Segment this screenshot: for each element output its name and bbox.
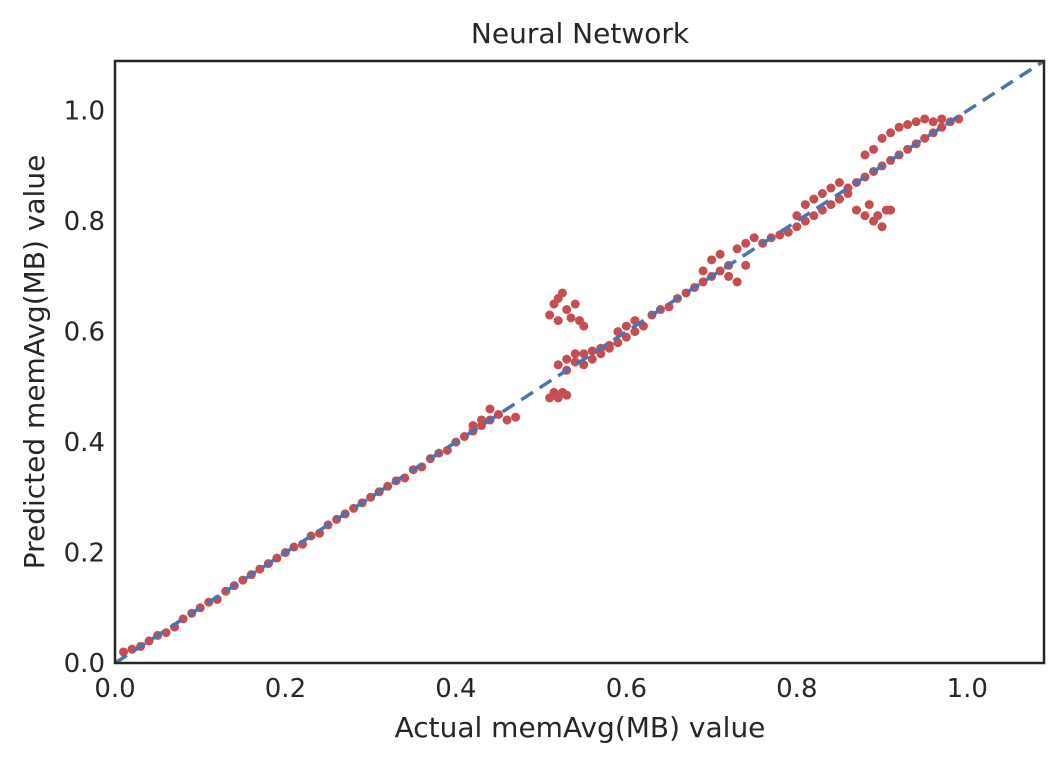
data-point <box>873 211 883 221</box>
data-point <box>834 178 844 188</box>
x-tick-label: 1.0 <box>947 674 988 704</box>
data-point <box>502 415 512 425</box>
data-point <box>485 404 495 414</box>
data-point <box>749 233 759 243</box>
x-tick-label: 0.6 <box>606 674 647 704</box>
y-tick-label: 0.0 <box>64 649 105 679</box>
data-point <box>809 194 819 204</box>
y-axis-label: Predicted memAvg(MB) value <box>18 155 51 570</box>
data-point <box>864 200 874 210</box>
data-point <box>144 636 154 646</box>
data-point <box>587 354 597 364</box>
y-axis-ticks: 0.0 0.2 0.4 0.6 0.8 1.0 <box>64 97 105 679</box>
data-point <box>161 628 171 638</box>
data-point <box>562 390 572 400</box>
x-tick-label: 0.4 <box>435 674 476 704</box>
data-point <box>732 244 742 254</box>
x-axis-label: Actual memAvg(MB) value <box>395 711 766 744</box>
data-point <box>877 133 887 143</box>
data-point <box>886 128 896 138</box>
x-tick-label: 0.2 <box>265 674 306 704</box>
data-point <box>860 211 870 221</box>
y-tick-label: 0.8 <box>64 207 105 237</box>
data-point <box>851 205 861 215</box>
data-point <box>621 321 631 331</box>
data-point <box>587 346 597 356</box>
data-point <box>545 310 555 320</box>
data-point <box>881 205 891 215</box>
data-point <box>553 360 563 370</box>
data-point <box>119 647 129 657</box>
data-point <box>817 189 827 199</box>
data-point <box>860 150 870 160</box>
y-tick-label: 0.4 <box>64 428 105 458</box>
data-point <box>894 122 904 132</box>
data-point <box>476 421 486 431</box>
data-point <box>707 255 717 265</box>
data-point <box>715 249 725 259</box>
chart-title: Neural Network <box>471 17 690 50</box>
data-point <box>741 238 751 248</box>
data-point <box>937 114 947 124</box>
data-point <box>911 117 921 127</box>
data-point <box>511 412 521 422</box>
data-point <box>920 133 930 143</box>
data-point <box>579 321 589 331</box>
data-point <box>566 313 576 323</box>
data-point <box>570 299 580 309</box>
data-point <box>826 183 836 193</box>
data-point <box>877 222 887 232</box>
data-point <box>255 564 265 574</box>
data-point <box>553 316 563 326</box>
y-tick-label: 0.6 <box>64 318 105 348</box>
data-point <box>741 260 751 270</box>
data-point <box>937 122 947 132</box>
data-point <box>557 288 567 298</box>
data-point <box>792 222 802 232</box>
data-point <box>570 349 580 359</box>
x-tick-label: 0.0 <box>94 674 135 704</box>
x-axis-ticks: 0.0 0.2 0.4 0.6 0.8 1.0 <box>94 674 988 704</box>
data-point <box>920 114 930 124</box>
plot-frame <box>113 59 1046 665</box>
data-point <box>724 271 734 281</box>
reference-line <box>114 59 1045 665</box>
data-point <box>800 200 810 210</box>
x-tick-label: 0.8 <box>776 674 817 704</box>
data-point <box>698 277 708 287</box>
data-point <box>732 277 742 287</box>
y-tick-label: 1.0 <box>64 97 105 127</box>
data-point <box>630 327 640 337</box>
data-point <box>698 266 708 276</box>
data-point <box>562 354 572 364</box>
data-point <box>809 211 819 221</box>
data-point <box>562 305 572 315</box>
data-point <box>366 492 376 502</box>
data-point <box>869 144 879 154</box>
data-point <box>928 117 938 127</box>
data-point <box>903 120 913 130</box>
y-tick-label: 0.2 <box>64 539 105 569</box>
